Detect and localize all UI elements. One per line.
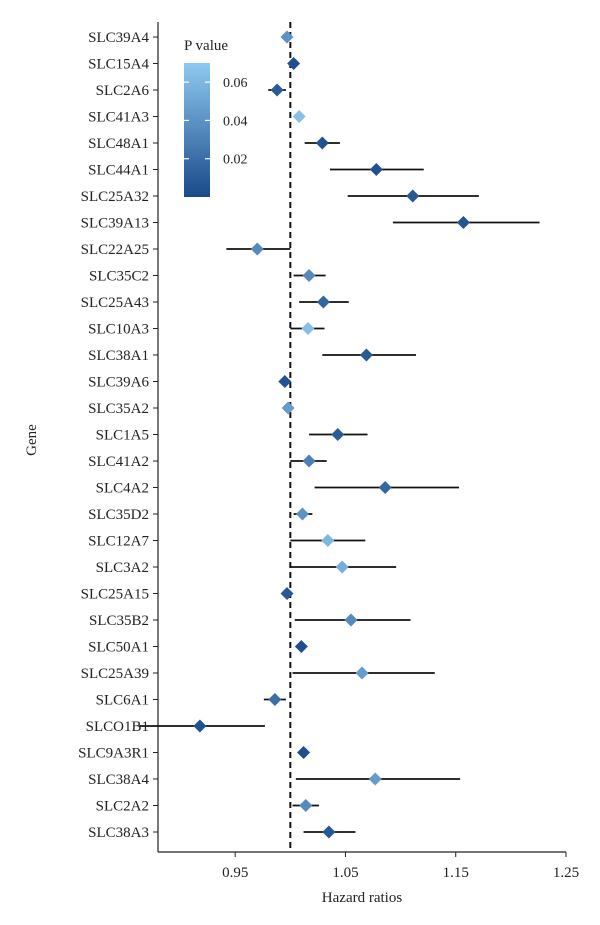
gene-label: SLC2A2 bbox=[96, 799, 149, 815]
hazard-ratio-point bbox=[335, 560, 349, 574]
hazard-ratio-point bbox=[193, 719, 207, 733]
gene-label: SLC1A5 bbox=[96, 428, 149, 444]
hazard-ratio-point bbox=[268, 693, 282, 706]
gene-label: SLC25A15 bbox=[81, 587, 149, 603]
legend-tick-label: 0.02 bbox=[223, 153, 248, 168]
gene-label: SLC2A6 bbox=[96, 83, 150, 99]
gene-label: SLC25A39 bbox=[81, 666, 149, 682]
hazard-ratio-point bbox=[294, 640, 308, 653]
hazard-ratio-point bbox=[456, 216, 470, 229]
hazard-ratio-point bbox=[270, 83, 284, 97]
hazard-ratio-point bbox=[295, 507, 309, 521]
hazard-ratio-point bbox=[322, 825, 336, 839]
gene-label: SLC35A2 bbox=[88, 401, 149, 417]
y-axis-label: Gene bbox=[24, 424, 40, 456]
gene-label: SLC38A4 bbox=[88, 772, 149, 788]
hazard-ratio-point bbox=[302, 269, 316, 282]
gene-label: SLC10A3 bbox=[88, 322, 149, 338]
hazard-ratio-point bbox=[378, 481, 392, 494]
hazard-ratio-point bbox=[368, 772, 382, 786]
hazard-ratio-point bbox=[250, 242, 264, 256]
gene-label: SLC22A25 bbox=[81, 242, 149, 258]
gene-label: SLC12A7 bbox=[88, 534, 149, 550]
hazard-ratio-point bbox=[344, 613, 358, 627]
gene-label: SLC38A1 bbox=[88, 348, 149, 364]
hazard-ratio-point bbox=[302, 454, 316, 468]
hazard-ratio-point bbox=[292, 110, 306, 123]
gene-label: SLC35D2 bbox=[88, 507, 149, 523]
hazard-ratio-point bbox=[315, 136, 329, 150]
gene-label: SLCO1B1 bbox=[86, 719, 149, 735]
gene-label: SLC9A3R1 bbox=[78, 746, 149, 762]
x-tick-label: 1.05 bbox=[332, 865, 358, 881]
gene-label: SLC41A3 bbox=[88, 110, 149, 126]
gene-label: SLC35C2 bbox=[89, 269, 149, 285]
x-tick-label: 1.15 bbox=[443, 865, 469, 881]
hazard-ratio-point bbox=[280, 587, 294, 600]
hazard-ratio-point bbox=[297, 746, 311, 759]
hazard-ratio-point bbox=[316, 295, 330, 309]
hazard-ratio-point bbox=[281, 401, 295, 415]
gene-label: SLC48A1 bbox=[88, 136, 149, 152]
gene-label: SLC50A1 bbox=[88, 640, 149, 656]
hazard-ratio-point bbox=[355, 666, 369, 680]
gene-label: SLC15A4 bbox=[88, 57, 149, 73]
hazard-ratio-point bbox=[369, 163, 383, 176]
legend-tick-label: 0.06 bbox=[223, 76, 248, 91]
gene-label: SLC39A4 bbox=[88, 30, 149, 46]
hazard-ratio-point bbox=[287, 57, 301, 70]
hazard-ratio-point bbox=[406, 189, 420, 203]
hazard-ratio-point bbox=[331, 428, 345, 441]
gene-label: SLC4A2 bbox=[96, 481, 149, 497]
hazard-ratio-point bbox=[299, 799, 313, 812]
hazard-ratio-point bbox=[278, 375, 292, 388]
gene-label: SLC39A6 bbox=[88, 375, 149, 391]
gene-label: SLC25A43 bbox=[81, 295, 149, 311]
gene-label: SLC38A3 bbox=[88, 825, 149, 841]
x-tick-label: 0.95 bbox=[222, 865, 248, 881]
gene-label: SLC44A1 bbox=[88, 163, 149, 179]
legend-title: P value bbox=[184, 38, 228, 54]
x-tick-label: 1.25 bbox=[553, 865, 579, 881]
gene-label: SLC25A32 bbox=[81, 189, 149, 205]
hazard-ratio-point bbox=[359, 348, 373, 362]
hazard-ratio-point bbox=[280, 30, 294, 44]
hazard-ratio-point bbox=[321, 534, 335, 547]
legend-colorbar bbox=[184, 63, 210, 197]
gene-label: SLC35B2 bbox=[89, 613, 149, 629]
x-axis-label: Hazard ratios bbox=[322, 890, 403, 906]
gene-label: SLC41A2 bbox=[88, 454, 149, 470]
gene-label: SLC6A1 bbox=[96, 693, 149, 709]
gene-label: SLC3A2 bbox=[96, 560, 149, 576]
gene-label: SLC39A13 bbox=[81, 216, 149, 232]
hazard-ratio-point bbox=[301, 322, 315, 335]
legend-tick-label: 0.04 bbox=[223, 114, 248, 129]
